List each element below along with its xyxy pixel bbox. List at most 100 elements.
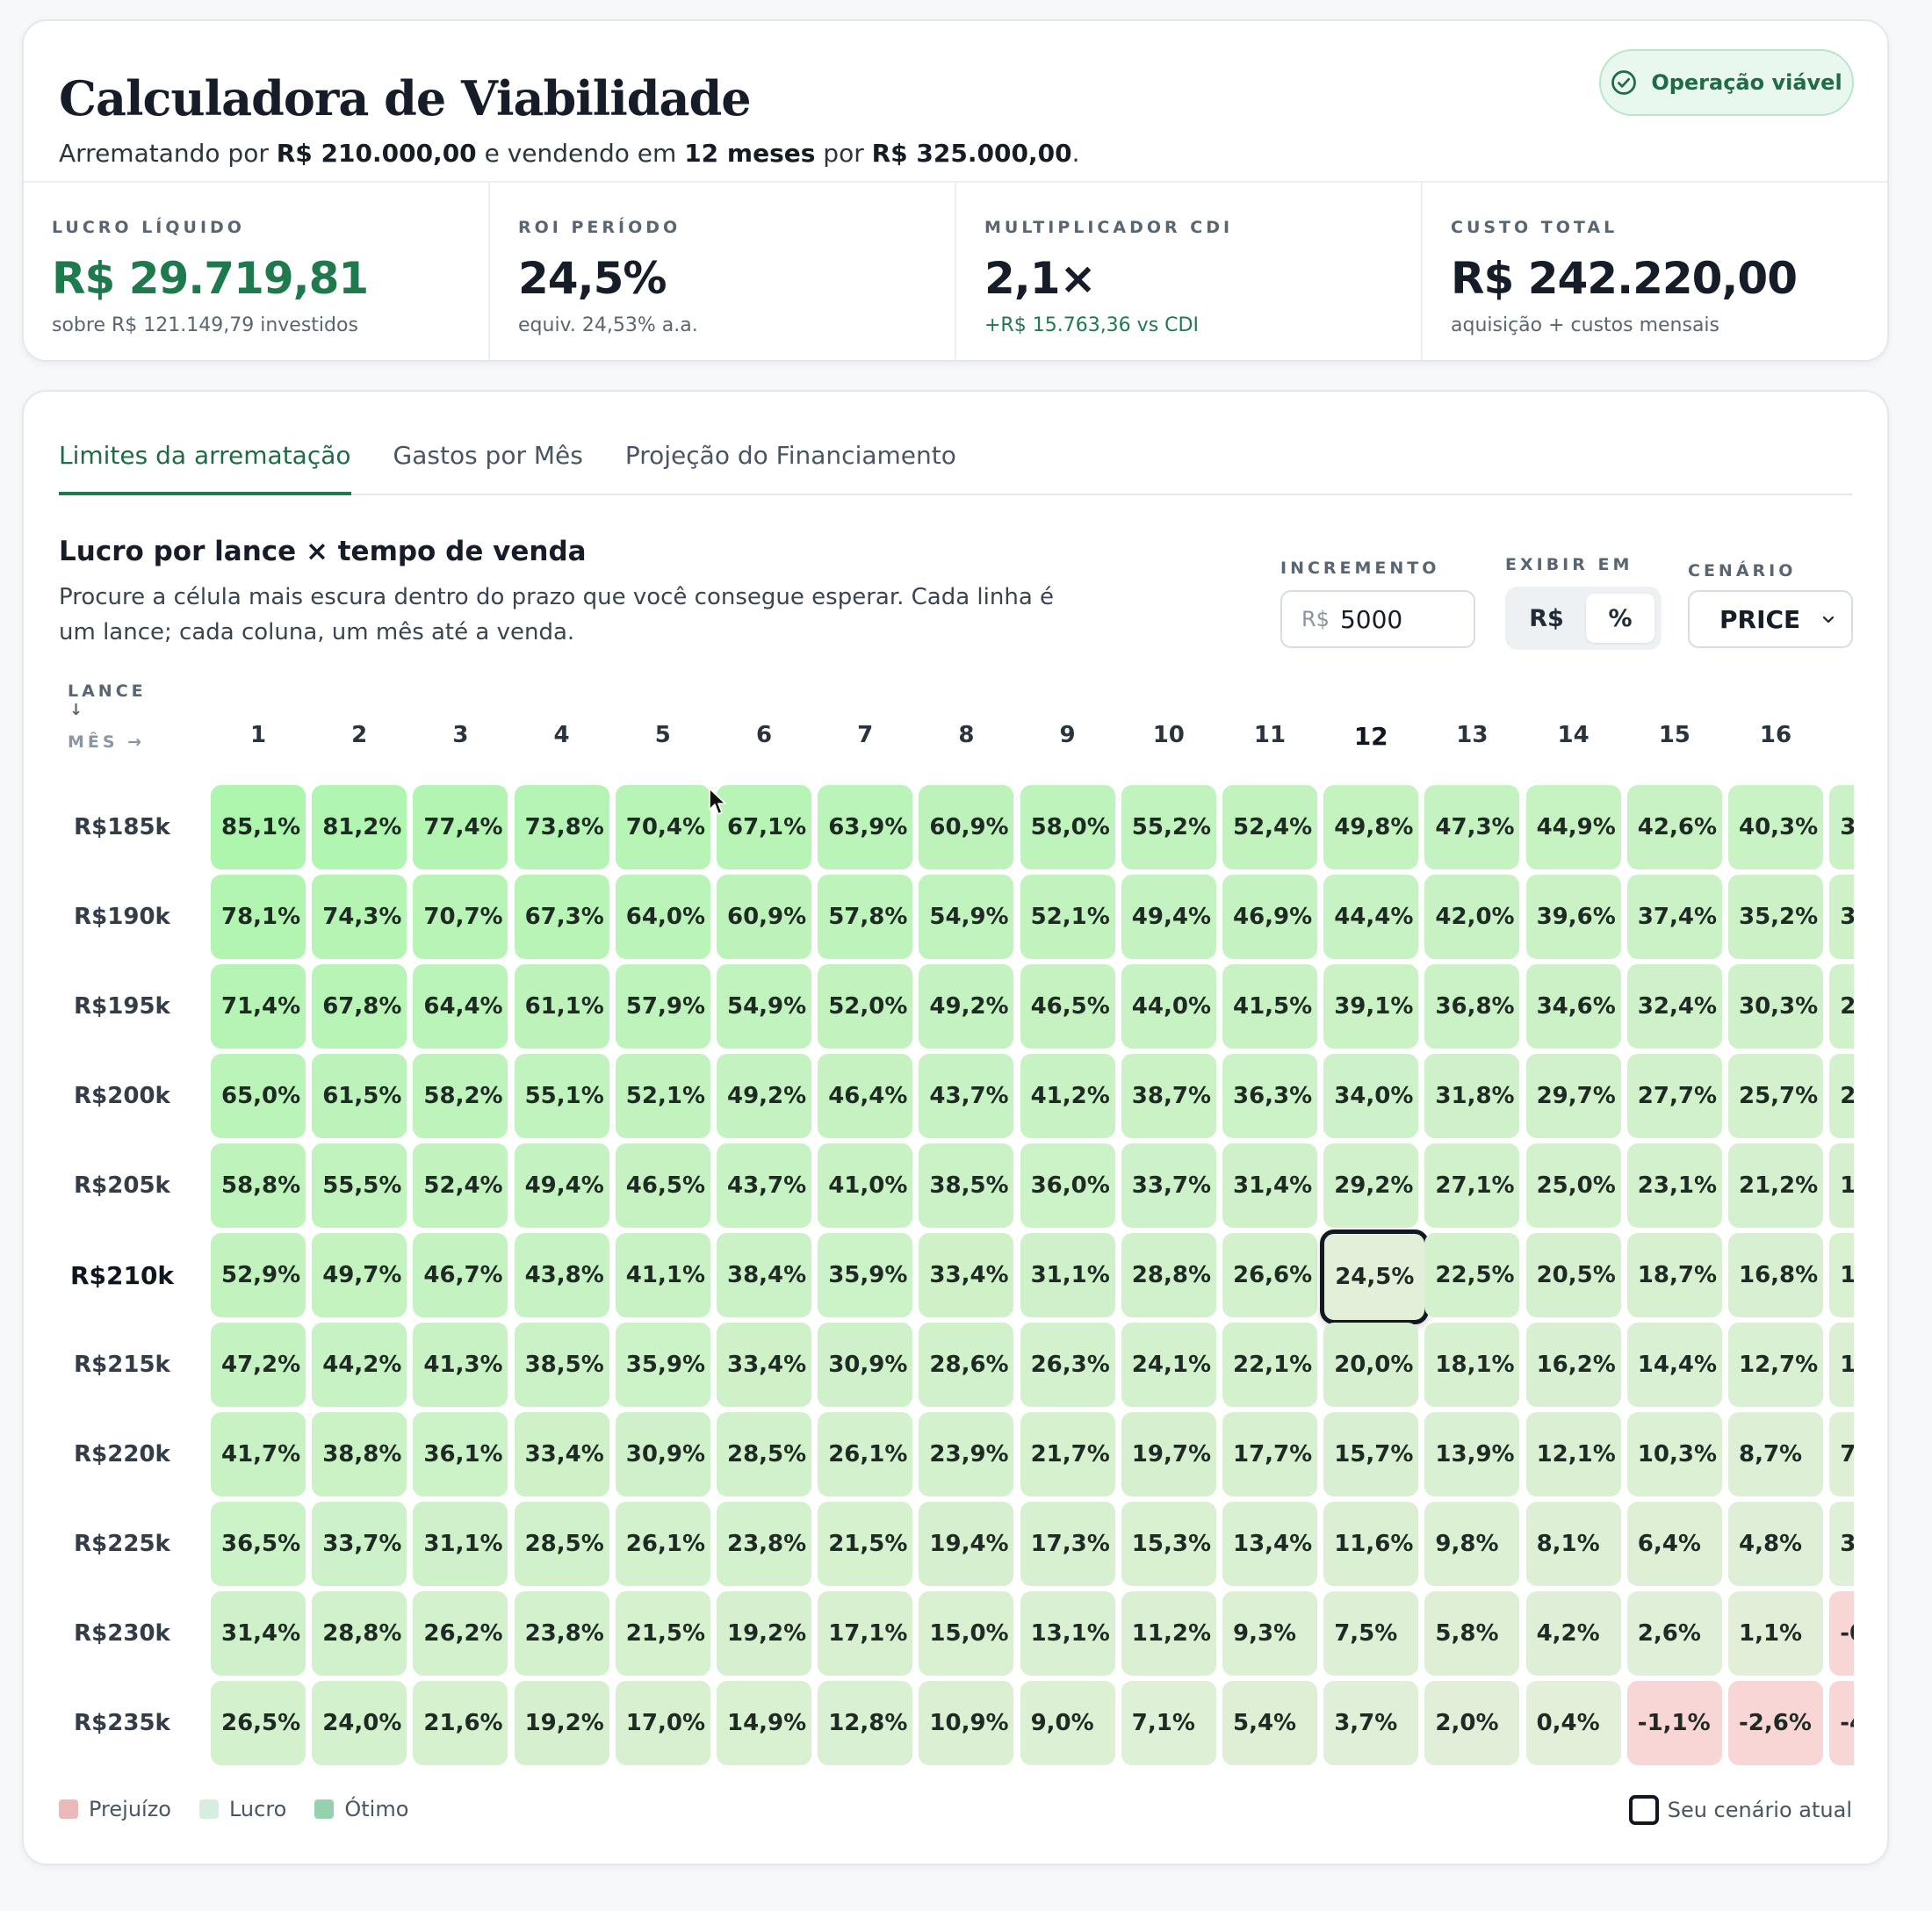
heatmap-cell[interactable]: 58,0% xyxy=(1020,785,1115,869)
heatmap-cell[interactable]: 38,5% xyxy=(919,1143,1014,1228)
heatmap-cell[interactable]: 26,5% xyxy=(211,1681,306,1765)
heatmap-cell[interactable]: 21,2% xyxy=(1728,1143,1823,1228)
heatmap-cell[interactable]: 13,9% xyxy=(1424,1412,1520,1496)
tab-bid-limits[interactable]: Limites da arrematação xyxy=(59,441,351,495)
heatmap-cell[interactable]: 73,8% xyxy=(514,785,609,869)
heatmap-cell[interactable]: 31,1% xyxy=(413,1502,508,1586)
heatmap-cell[interactable]: 21,6% xyxy=(413,1681,508,1765)
heatmap-cell[interactable]: 43,7% xyxy=(717,1143,811,1228)
heatmap-cell[interactable]: 2,0% xyxy=(1424,1681,1520,1765)
heatmap-cell[interactable]: 39,1% xyxy=(1323,964,1419,1049)
heatmap-cell[interactable]: 19,2% xyxy=(717,1591,811,1676)
heatmap-cell[interactable]: 49,4% xyxy=(1121,875,1216,959)
heatmap-cell[interactable]: 34,6% xyxy=(1525,964,1621,1049)
heatmap-cell[interactable]: 47,2% xyxy=(211,1323,306,1407)
heatmap-cell[interactable]: 71,4% xyxy=(211,964,306,1049)
heatmap-cell[interactable]: 16,2% xyxy=(1525,1323,1621,1407)
heatmap-cell[interactable]: 55,1% xyxy=(514,1054,609,1138)
heatmap-cell[interactable]: -0, xyxy=(1829,1591,1854,1676)
heatmap-cell[interactable]: 33, xyxy=(1829,875,1854,959)
heatmap-cell[interactable]: 10,3% xyxy=(1626,1412,1722,1496)
heatmap-cell[interactable]: 64,0% xyxy=(615,875,710,959)
heatmap-cell[interactable]: 61,1% xyxy=(514,964,609,1049)
heatmap-cell[interactable]: 3,7% xyxy=(1323,1681,1419,1765)
heatmap-cell[interactable]: 9,8% xyxy=(1424,1502,1520,1586)
heatmap-cell[interactable]: 52,1% xyxy=(1020,875,1115,959)
heatmap-cell[interactable]: 12,7% xyxy=(1728,1323,1823,1407)
display-percent-button[interactable]: % xyxy=(1586,594,1654,643)
heatmap-cell[interactable]: 61,5% xyxy=(312,1054,407,1138)
heatmap-cell[interactable]: 52,0% xyxy=(818,964,913,1049)
heatmap-cell[interactable]: 19, xyxy=(1829,1143,1854,1228)
heatmap-cell[interactable]: 28,5% xyxy=(514,1502,609,1586)
display-currency-button[interactable]: R$ xyxy=(1529,604,1564,632)
heatmap-cell[interactable]: 43,7% xyxy=(919,1054,1014,1138)
heatmap-cell[interactable]: 35,2% xyxy=(1728,875,1823,959)
heatmap-cell[interactable]: 16,8% xyxy=(1728,1233,1823,1317)
heatmap-cell[interactable]: 0,4% xyxy=(1525,1681,1621,1765)
heatmap-cell[interactable]: 49,7% xyxy=(312,1233,407,1317)
heatmap-cell[interactable]: 70,7% xyxy=(413,875,508,959)
heatmap-cell[interactable]: 67,1% xyxy=(717,785,811,869)
heatmap-cell[interactable]: 52,4% xyxy=(413,1143,508,1228)
heatmap-cell[interactable]: 33,4% xyxy=(717,1323,811,1407)
heatmap-cell[interactable]: 26,1% xyxy=(615,1502,710,1586)
heatmap-cell[interactable]: 23,8% xyxy=(717,1502,811,1586)
heatmap-cell[interactable]: 63,9% xyxy=(818,785,913,869)
heatmap-cell[interactable]: 11,6% xyxy=(1323,1502,1419,1586)
heatmap-cell[interactable]: 36,1% xyxy=(413,1412,508,1496)
heatmap-cell[interactable]: 36,0% xyxy=(1020,1143,1115,1228)
heatmap-cell[interactable]: 31,1% xyxy=(1020,1233,1115,1317)
heatmap-cell[interactable]: 28, xyxy=(1829,964,1854,1049)
heatmap-cell[interactable]: 60,9% xyxy=(717,875,811,959)
heatmap-cell[interactable]: 49,2% xyxy=(717,1054,811,1138)
heatmap-cell[interactable]: 38, xyxy=(1829,785,1854,869)
heatmap-cell[interactable]: 26,2% xyxy=(413,1591,508,1676)
heatmap-cell[interactable]: 46,9% xyxy=(1222,875,1317,959)
heatmap-cell[interactable]: 28,5% xyxy=(717,1412,811,1496)
heatmap-cell[interactable]: 44,4% xyxy=(1323,875,1419,959)
heatmap-cell[interactable]: 34,0% xyxy=(1323,1054,1419,1138)
heatmap-cell[interactable]: 44,0% xyxy=(1121,964,1216,1049)
heatmap-cell[interactable]: 2,6% xyxy=(1626,1591,1722,1676)
heatmap-cell[interactable]: 52,1% xyxy=(615,1054,710,1138)
heatmap-cell[interactable]: 28,6% xyxy=(919,1323,1014,1407)
heatmap-cell[interactable]: 44,2% xyxy=(312,1323,407,1407)
heatmap-cell[interactable]: 26,1% xyxy=(818,1412,913,1496)
heatmap-cell[interactable]: 57,9% xyxy=(615,964,710,1049)
heatmap-cell[interactable]: 8,1% xyxy=(1525,1502,1621,1586)
heatmap-cell[interactable]: 20,5% xyxy=(1525,1233,1621,1317)
heatmap-cell[interactable]: 55,5% xyxy=(312,1143,407,1228)
heatmap-cell[interactable]: 8,7% xyxy=(1728,1412,1823,1496)
increment-input[interactable]: R$ 5000 xyxy=(1280,590,1475,648)
heatmap-cell[interactable]: 20,0% xyxy=(1323,1323,1419,1407)
heatmap-cell[interactable]: 77,4% xyxy=(413,785,508,869)
heatmap-cell[interactable]: 54,9% xyxy=(717,964,811,1049)
heatmap-cell[interactable]: 21,5% xyxy=(615,1591,710,1676)
tab-financing-projection[interactable]: Projeção do Financiamento xyxy=(624,441,956,470)
heatmap-cell[interactable]: 12,1% xyxy=(1525,1412,1621,1496)
heatmap-cell-current[interactable]: 24,5% xyxy=(1320,1230,1430,1324)
heatmap-cell[interactable]: 74,3% xyxy=(312,875,407,959)
heatmap-cell[interactable]: 15,0% xyxy=(919,1591,1014,1676)
heatmap-cell[interactable]: 43,8% xyxy=(514,1233,609,1317)
heatmap-cell[interactable]: 55,2% xyxy=(1121,785,1216,869)
heatmap-cell[interactable]: 9,3% xyxy=(1222,1591,1317,1676)
heatmap-cell[interactable]: 40,3% xyxy=(1728,785,1823,869)
heatmap-cell[interactable]: 15,3% xyxy=(1121,1502,1216,1586)
heatmap-cell[interactable]: 19,2% xyxy=(514,1681,609,1765)
heatmap-cell[interactable]: 67,8% xyxy=(312,964,407,1049)
heatmap-cell[interactable]: 15,7% xyxy=(1323,1412,1419,1496)
heatmap-cell[interactable]: 28,8% xyxy=(1121,1233,1216,1317)
heatmap-cell[interactable]: 23,1% xyxy=(1626,1143,1722,1228)
heatmap-cell[interactable]: 24,1% xyxy=(1121,1323,1216,1407)
heatmap-cell[interactable]: 44,9% xyxy=(1525,785,1621,869)
heatmap-cell[interactable]: -1,1% xyxy=(1626,1681,1722,1765)
heatmap-cell[interactable]: 5,8% xyxy=(1424,1591,1520,1676)
heatmap-cell[interactable]: 52,9% xyxy=(211,1233,306,1317)
heatmap-cell[interactable]: 24,0% xyxy=(312,1681,407,1765)
heatmap-cell[interactable]: 4,2% xyxy=(1525,1591,1621,1676)
heatmap-cell[interactable]: 35,9% xyxy=(615,1323,710,1407)
heatmap-cell[interactable]: 42,6% xyxy=(1626,785,1722,869)
heatmap-cell[interactable]: 21,5% xyxy=(818,1502,913,1586)
